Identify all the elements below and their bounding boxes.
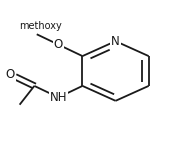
Text: NH: NH xyxy=(50,91,67,104)
Text: methoxy: methoxy xyxy=(19,21,62,31)
Text: O: O xyxy=(54,38,63,51)
Text: N: N xyxy=(111,35,120,48)
Text: O: O xyxy=(6,68,15,81)
